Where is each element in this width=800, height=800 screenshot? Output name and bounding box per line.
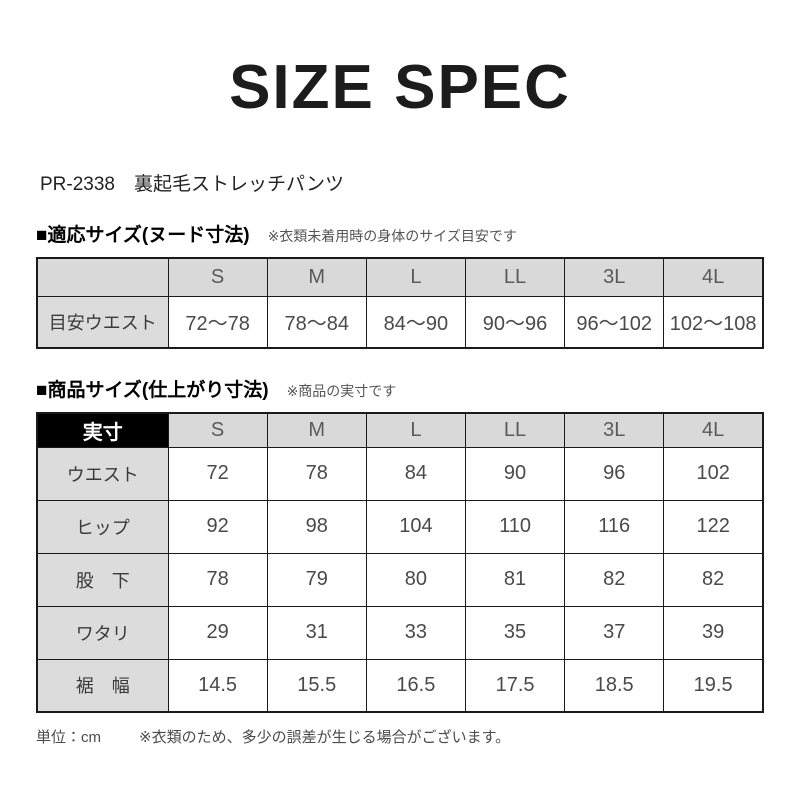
corner-cell bbox=[36, 257, 169, 297]
cell-value: 90〜96 bbox=[464, 295, 566, 349]
section-note: ※商品の実寸です bbox=[286, 383, 397, 400]
cell-value: 122 bbox=[663, 499, 764, 554]
col-header-l: L bbox=[365, 257, 466, 297]
col-header-4l: 4L bbox=[663, 257, 764, 297]
cell-value: 18.5 bbox=[564, 658, 665, 713]
cell-value: 39 bbox=[663, 605, 764, 660]
product-size-table: 実寸 S M L LL 3L 4L ウエスト 72 78 84 90 96 10… bbox=[36, 412, 764, 714]
row-label: ワタリ bbox=[36, 605, 169, 660]
cell-value: 96 bbox=[564, 446, 665, 501]
cell-value: 104 bbox=[365, 499, 466, 554]
col-header-3l: 3L bbox=[564, 412, 665, 448]
cell-value: 33 bbox=[365, 605, 466, 660]
cell-value: 29 bbox=[167, 605, 268, 660]
col-header-ll: LL bbox=[464, 257, 566, 297]
col-header-l: L bbox=[365, 412, 466, 448]
cell-value: 84〜90 bbox=[365, 295, 466, 349]
nude-size-table: S M L LL 3L 4L 目安ウエスト 72〜78 78〜84 84〜90 … bbox=[36, 257, 764, 350]
col-header-3l: 3L bbox=[564, 257, 665, 297]
row-label: ヒップ bbox=[36, 499, 169, 554]
cell-value: 19.5 bbox=[663, 658, 764, 713]
cell-value: 116 bbox=[564, 499, 665, 554]
cell-value: 102〜108 bbox=[663, 295, 764, 349]
col-header-4l: 4L bbox=[663, 412, 764, 448]
col-header-s: S bbox=[167, 412, 268, 448]
table-row-hem: 裾 幅 14.5 15.5 16.5 17.5 18.5 19.5 bbox=[36, 658, 764, 713]
cell-value: 79 bbox=[266, 552, 367, 607]
section-product-size-header: ■商品サイズ(仕上がり寸法) ※商品の実寸です bbox=[36, 379, 764, 404]
cell-value: 92 bbox=[167, 499, 268, 554]
cell-value: 72〜78 bbox=[167, 295, 268, 349]
section-heading: ■商品サイズ(仕上がり寸法) bbox=[36, 380, 269, 402]
cell-value: 90 bbox=[464, 446, 566, 501]
cell-value: 80 bbox=[365, 552, 466, 607]
row-label: 股 下 bbox=[36, 552, 169, 607]
footer-note: ※衣類のため、多少の誤差が生じる場合がございます。 bbox=[139, 729, 511, 747]
section-nude-size: ■適応サイズ(ヌード寸法) ※衣類未着用時の身体のサイズ目安です S M L LL… bbox=[36, 224, 764, 350]
row-label: 目安ウエスト bbox=[36, 295, 169, 349]
col-header-ll: LL bbox=[464, 412, 566, 448]
unit-label: 単位：cm bbox=[36, 729, 101, 747]
cell-value: 16.5 bbox=[365, 658, 466, 713]
cell-value: 31 bbox=[266, 605, 367, 660]
cell-value: 84 bbox=[365, 446, 466, 501]
table-row-hip: ヒップ 92 98 104 110 116 122 bbox=[36, 499, 764, 554]
table-row: 目安ウエスト 72〜78 78〜84 84〜90 90〜96 96〜102 10… bbox=[36, 295, 764, 349]
cell-value: 78 bbox=[167, 552, 268, 607]
table-header-row: 実寸 S M L LL 3L 4L bbox=[36, 412, 764, 448]
cell-value: 78 bbox=[266, 446, 367, 501]
corner-cell-jissun: 実寸 bbox=[36, 412, 169, 448]
cell-value: 37 bbox=[564, 605, 665, 660]
cell-value: 15.5 bbox=[266, 658, 367, 713]
cell-value: 78〜84 bbox=[266, 295, 367, 349]
table-header-row: S M L LL 3L 4L bbox=[36, 257, 764, 297]
cell-value: 72 bbox=[167, 446, 268, 501]
cell-value: 96〜102 bbox=[564, 295, 665, 349]
table-row-waist: ウエスト 72 78 84 90 96 102 bbox=[36, 446, 764, 501]
table-row-inseam: 股 下 78 79 80 81 82 82 bbox=[36, 552, 764, 607]
cell-value: 102 bbox=[663, 446, 764, 501]
cell-value: 98 bbox=[266, 499, 367, 554]
col-header-s: S bbox=[167, 257, 268, 297]
row-label: 裾 幅 bbox=[36, 658, 169, 713]
footer: 単位：cm ※衣類のため、多少の誤差が生じる場合がございます。 bbox=[36, 728, 800, 747]
row-label: ウエスト bbox=[36, 446, 169, 501]
section-heading: ■適応サイズ(ヌード寸法) bbox=[36, 225, 250, 247]
page-title: SIZE SPEC bbox=[229, 53, 571, 122]
col-header-m: M bbox=[266, 412, 367, 448]
cell-value: 17.5 bbox=[464, 658, 566, 713]
cell-value: 82 bbox=[663, 552, 764, 607]
section-product-size: ■商品サイズ(仕上がり寸法) ※商品の実寸です 実寸 S M L LL 3L 4L… bbox=[36, 379, 764, 714]
section-nude-size-header: ■適応サイズ(ヌード寸法) ※衣類未着用時の身体のサイズ目安です bbox=[36, 224, 764, 249]
cell-value: 110 bbox=[464, 499, 566, 554]
cell-value: 14.5 bbox=[167, 658, 268, 713]
section-note: ※衣類未着用時の身体のサイズ目安です bbox=[267, 228, 517, 245]
cell-value: 81 bbox=[464, 552, 566, 607]
table-row-thigh: ワタリ 29 31 33 35 37 39 bbox=[36, 605, 764, 660]
col-header-m: M bbox=[266, 257, 367, 297]
cell-value: 82 bbox=[564, 552, 665, 607]
cell-value: 35 bbox=[464, 605, 566, 660]
product-name: PR-2338 裏起毛ストレッチパンツ bbox=[40, 174, 344, 196]
